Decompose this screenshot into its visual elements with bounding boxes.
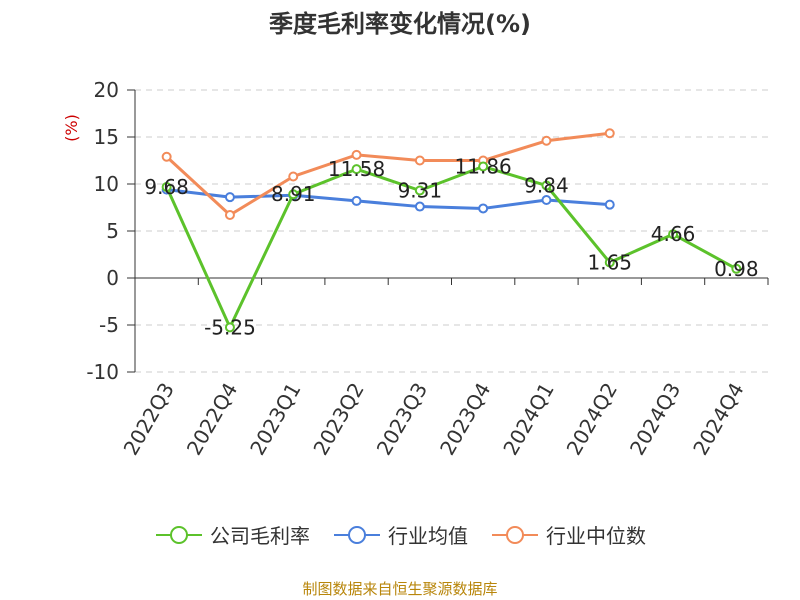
x-tick-label: 2024Q1 <box>498 379 558 460</box>
legend-label: 公司毛利率 <box>210 524 310 548</box>
y-tick-label: 10 <box>94 172 119 196</box>
x-tick-label: 2024Q4 <box>688 379 748 460</box>
x-tick-label: 2023Q3 <box>372 379 432 460</box>
legend-item[interactable]: 公司毛利率 <box>154 520 310 549</box>
x-tick-label: 2022Q4 <box>182 379 242 460</box>
x-tick-label: 2023Q1 <box>245 379 305 460</box>
x-tick-label: 2024Q2 <box>562 379 622 460</box>
data-point <box>224 210 235 221</box>
series-line <box>166 188 610 210</box>
y-tick-label: 5 <box>106 219 119 243</box>
data-label: 4.66 <box>651 222 696 246</box>
data-label: -5.25 <box>204 315 256 339</box>
legend-label: 行业中位数 <box>546 524 646 548</box>
data-label: 9.84 <box>524 174 569 198</box>
data-point <box>541 180 552 191</box>
data-point <box>161 151 172 162</box>
y-tick-label: 15 <box>94 125 119 149</box>
data-label: 9.31 <box>398 178 443 202</box>
x-tick-label: 2024Q3 <box>625 379 685 460</box>
data-point <box>414 155 425 166</box>
series-line <box>165 165 738 329</box>
data-label: 11.58 <box>328 157 385 181</box>
legend-marker-icon <box>492 525 538 544</box>
data-point <box>541 135 552 146</box>
data-point <box>478 161 489 172</box>
data-point <box>604 128 615 139</box>
data-point <box>288 171 299 182</box>
y-tick-label: -10 <box>86 360 119 384</box>
y-tick-label: 20 <box>94 78 119 102</box>
legend-marker-icon <box>156 525 202 544</box>
data-point <box>668 229 679 240</box>
data-point <box>351 149 362 160</box>
y-tick-label: -5 <box>99 313 119 337</box>
data-point <box>604 257 615 268</box>
data-label: 8.91 <box>271 182 316 206</box>
x-tick-label: 2023Q2 <box>308 379 368 460</box>
legend: 公司毛利率 行业均值 行业中位数 <box>0 520 800 549</box>
legend-item[interactable]: 行业中位数 <box>490 520 646 549</box>
data-labels: 9.68 -5.25 8.91 11.58 9.31 11.86 9.84 1.65 4.66 0… <box>144 155 758 340</box>
chart-title: 季度毛利率变化情况(%) <box>269 10 531 38</box>
data-point <box>478 203 489 214</box>
x-tick-label: 2023Q4 <box>435 379 495 460</box>
data-label: 11.86 <box>455 155 512 179</box>
legend-item[interactable]: 行业均值 <box>332 520 468 549</box>
x-tick-label: 2022Q3 <box>119 379 179 460</box>
data-point <box>414 185 425 196</box>
data-point <box>224 322 235 333</box>
y-tick-label: 0 <box>106 266 119 290</box>
data-point <box>351 164 362 175</box>
series-lines <box>161 128 742 333</box>
data-point <box>604 199 615 210</box>
data-label: 1.65 <box>587 250 632 274</box>
data-point <box>731 263 742 274</box>
data-point <box>161 182 172 193</box>
data-point <box>414 201 425 212</box>
series-line <box>165 131 610 217</box>
data-label: 9.68 <box>144 175 189 199</box>
data-point <box>288 189 299 200</box>
data-label: 0.98 <box>714 257 759 281</box>
source-note: 制图数据来自恒生聚源数据库 <box>302 580 498 598</box>
data-point <box>224 192 235 203</box>
legend-label: 行业均值 <box>388 524 468 548</box>
data-point <box>351 195 362 206</box>
y-axis-label: (%) <box>62 114 81 142</box>
data-point <box>541 194 552 205</box>
legend-marker-icon <box>334 525 380 544</box>
